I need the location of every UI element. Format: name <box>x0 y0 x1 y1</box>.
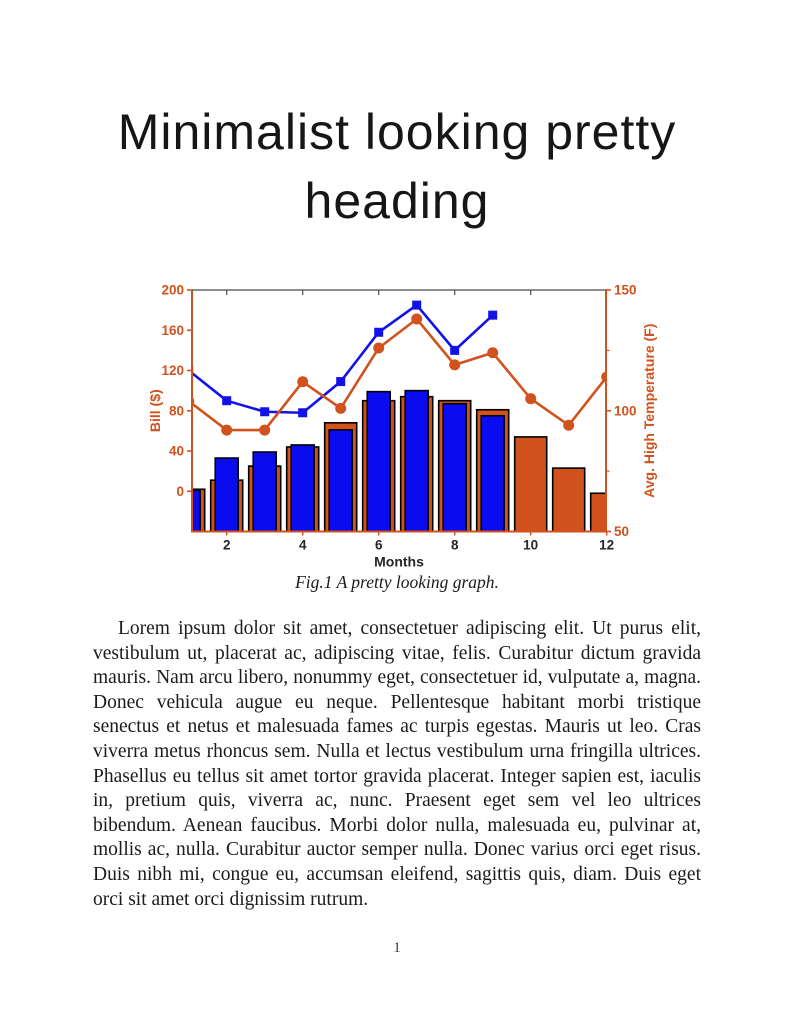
circle-marker <box>221 424 233 436</box>
square-marker <box>260 407 270 417</box>
figure-chart: 0 40 80 120 160 200 50 100 150 2 4 6 8 10 12 Months Bill… <box>147 283 657 570</box>
circle-marker <box>335 402 347 414</box>
right-tick-label: 50 <box>614 524 629 539</box>
right-axis-title: Avg. High Temperature (F) <box>641 324 657 498</box>
body-paragraph: Lorem ipsum dolor sit amet, consectetuer… <box>93 618 701 910</box>
bar <box>361 399 396 533</box>
left-axis-title: Bill ($) <box>147 389 163 432</box>
right-tick-label: 100 <box>614 403 637 418</box>
x-tick-label: 10 <box>523 538 538 553</box>
bar <box>328 429 353 533</box>
left-tick-label: 80 <box>169 403 184 418</box>
circle-marker <box>411 313 423 325</box>
circle-marker <box>259 424 271 436</box>
bar-series-orange-bars <box>192 395 606 533</box>
bar <box>442 402 468 533</box>
bar <box>437 399 472 533</box>
svg-text:Bill ($): Bill ($) <box>147 389 163 432</box>
line-path <box>192 317 606 432</box>
bar <box>247 465 282 533</box>
square-marker <box>298 408 308 418</box>
left-tick-label: 120 <box>161 363 184 378</box>
square-marker <box>336 377 346 387</box>
bar <box>551 467 586 533</box>
x-tick-label: 12 <box>599 538 614 553</box>
bar <box>214 457 239 533</box>
bar <box>192 489 202 533</box>
left-tick-label: 0 <box>176 484 184 499</box>
circle-marker <box>373 342 385 354</box>
x-tick-label: 6 <box>375 538 383 553</box>
x-axis-title: Months <box>374 554 424 570</box>
bar <box>513 436 548 533</box>
circle-marker <box>563 419 575 431</box>
bar <box>589 492 606 533</box>
bar <box>285 446 320 533</box>
square-marker <box>222 396 232 406</box>
heading-line-2: heading <box>304 173 490 229</box>
square-marker <box>488 310 498 320</box>
bar <box>475 408 510 533</box>
bar <box>252 451 277 533</box>
heading-line-1: Minimalist looking pretty <box>117 104 677 160</box>
circle-marker <box>297 376 309 388</box>
svg-text:Avg. High Temperature (F): Avg. High Temperature (F) <box>641 324 657 498</box>
bar <box>366 390 391 533</box>
document-heading: Minimalist looking pretty heading <box>0 98 794 236</box>
square-marker <box>374 327 384 337</box>
left-tick-label: 200 <box>161 283 184 298</box>
bar <box>323 422 358 533</box>
line-path <box>192 303 494 415</box>
right-tick-label: 150 <box>614 283 637 298</box>
page-number: 1 <box>393 940 401 956</box>
circle-marker <box>601 371 606 383</box>
bar <box>399 395 434 533</box>
x-tick-label: 2 <box>223 538 231 553</box>
x-tick-label: 4 <box>299 538 307 553</box>
circle-marker <box>525 393 537 405</box>
left-tick-label: 40 <box>169 444 184 459</box>
bar-series-blue-bars <box>192 389 506 533</box>
figure-caption: Fig.1 A pretty looking graph. <box>295 572 499 592</box>
left-tick-label: 160 <box>161 323 184 338</box>
bar <box>192 488 206 533</box>
square-marker <box>450 345 460 355</box>
plot-area <box>192 300 606 533</box>
x-tick-label: 8 <box>451 538 459 553</box>
circle-marker <box>192 396 195 406</box>
line-series-blue-line <box>192 300 498 418</box>
square-marker <box>192 366 194 375</box>
bar <box>480 414 506 533</box>
bar <box>290 444 315 533</box>
bar <box>404 389 430 533</box>
circle-marker <box>449 359 461 371</box>
line-series-orange-line <box>192 313 606 436</box>
bar <box>209 479 244 533</box>
circle-marker <box>487 347 499 359</box>
square-marker <box>412 300 422 310</box>
